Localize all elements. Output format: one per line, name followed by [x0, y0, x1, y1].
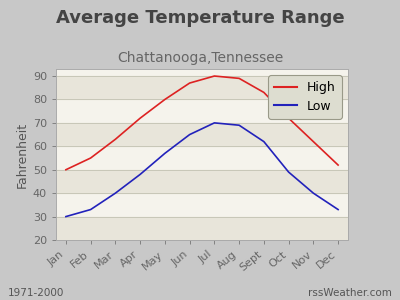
- Text: 1971-2000: 1971-2000: [8, 289, 64, 298]
- Bar: [56, 217, 348, 240]
- Text: Average Temperature Range: Average Temperature Range: [56, 9, 344, 27]
- Legend: High, Low: High, Low: [268, 75, 342, 119]
- Text: rssWeather.com: rssWeather.com: [308, 289, 392, 298]
- Text: Chattanooga,Tennessee: Chattanooga,Tennessee: [117, 51, 283, 65]
- Bar: [56, 170, 348, 193]
- Bar: [56, 123, 348, 146]
- Bar: [56, 76, 348, 100]
- Y-axis label: Fahrenheit: Fahrenheit: [16, 122, 29, 188]
